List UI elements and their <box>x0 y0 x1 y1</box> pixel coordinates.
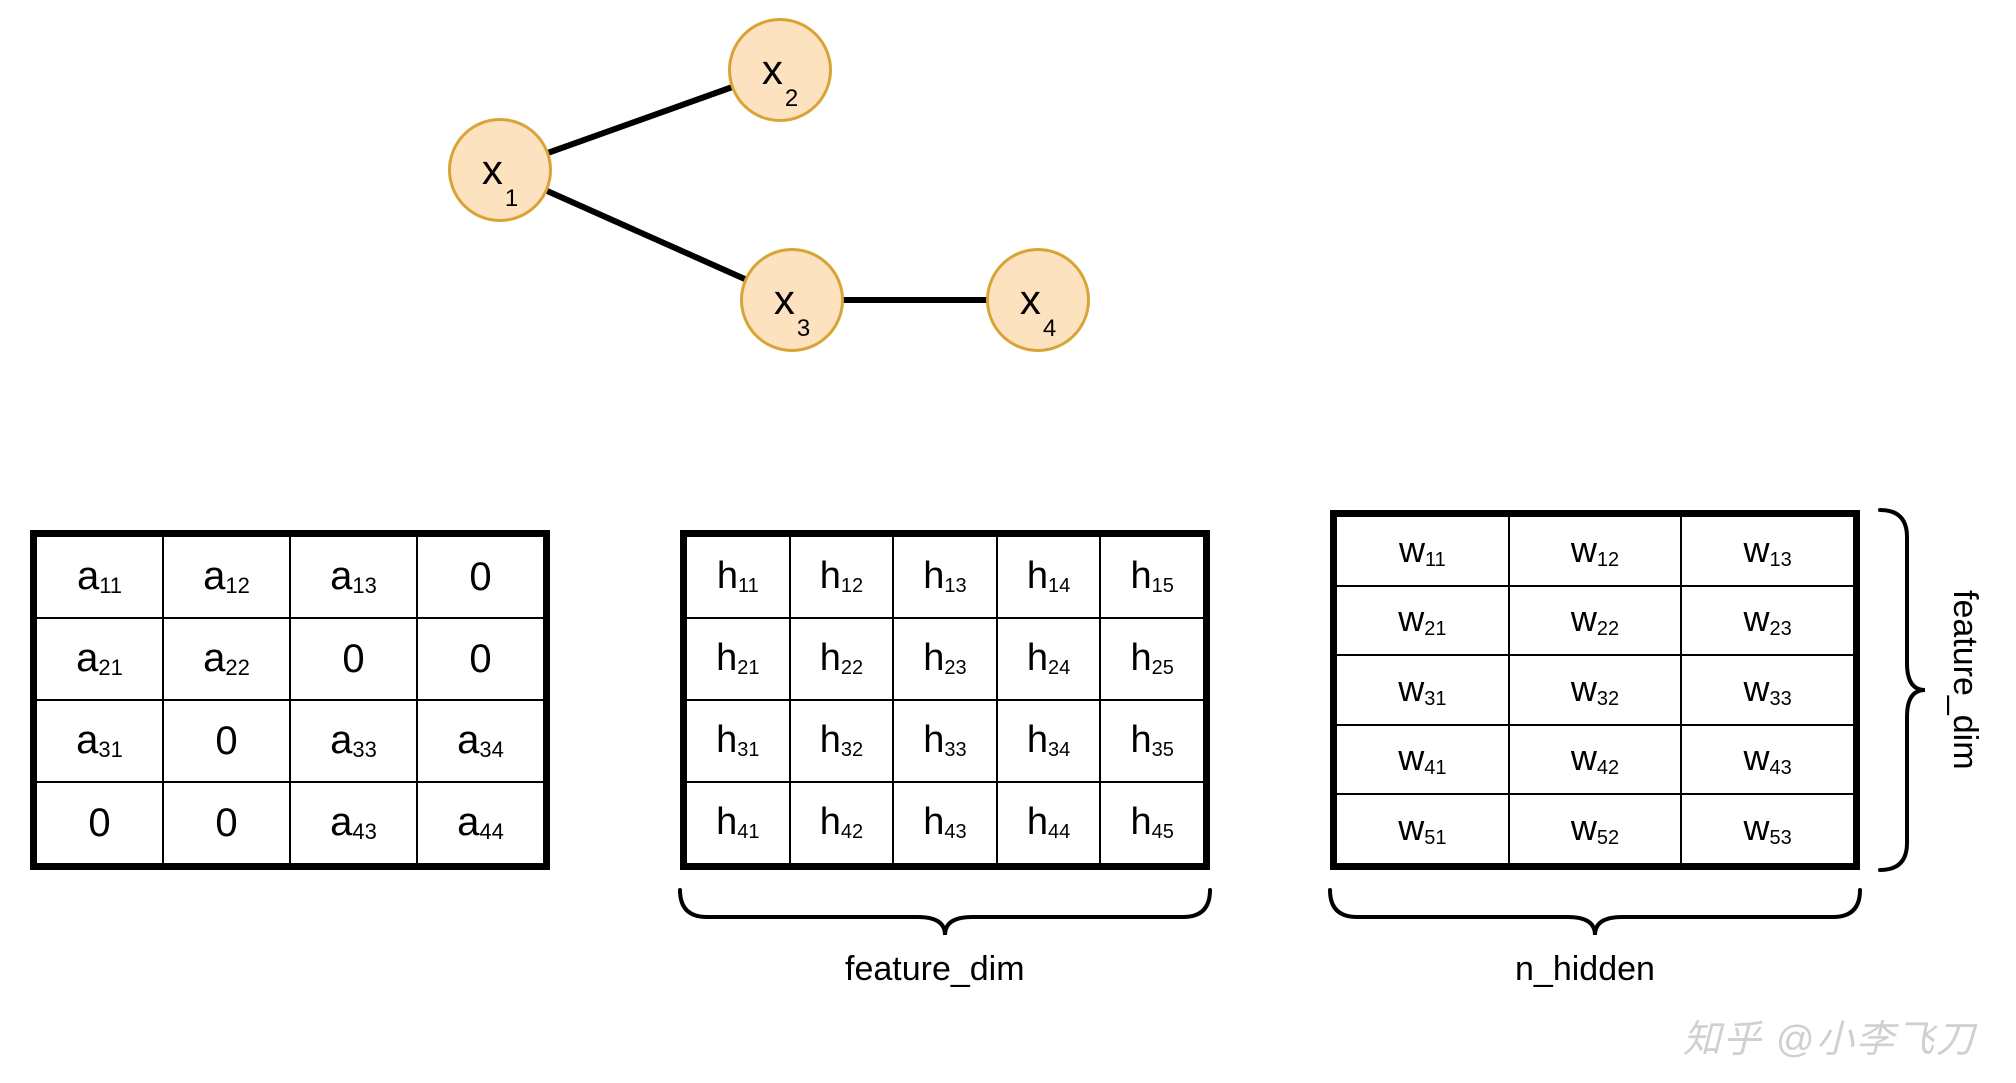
bracket <box>680 890 1210 935</box>
diagram-canvas: x1x2x3x4 a11a12a130a21a2200a310a33a3400a… <box>0 0 2016 1083</box>
bracket <box>1880 510 1925 870</box>
watermark-text: 知乎 @小李飞刀 <box>1683 1008 1976 1063</box>
label-n-hidden: n_hidden <box>1515 950 1655 989</box>
label-feature-dim-w: feature_dim <box>1945 590 1984 770</box>
label-feature-dim-h: feature_dim <box>845 950 1025 989</box>
brackets-svg <box>0 0 2016 1083</box>
bracket <box>1330 890 1860 935</box>
